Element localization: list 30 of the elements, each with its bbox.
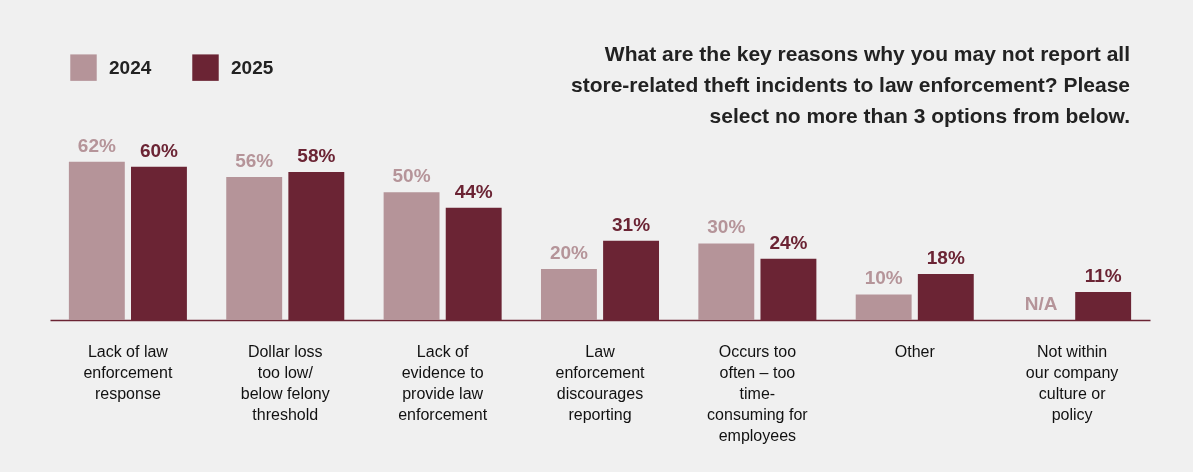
legend-label: 2024 xyxy=(109,56,152,78)
data-label: 30% xyxy=(707,216,746,238)
x-tick-label: Other xyxy=(894,343,936,360)
bar xyxy=(226,176,283,320)
bar xyxy=(855,294,912,320)
data-label: 20% xyxy=(549,241,589,263)
bar xyxy=(68,161,125,320)
x-tick-label: Occurs too often – too time-consuming for employees xyxy=(707,343,809,444)
data-label: 50% xyxy=(392,165,431,187)
chart-title: What are the key reasons why you may not report all store-related theft incidents to law enforcement? Please select no more than 3 options from below. xyxy=(571,42,1130,127)
legend-label: 2025 xyxy=(231,56,274,78)
text: N/A xyxy=(1024,293,1058,314)
data-label: 60% xyxy=(139,139,179,161)
data-label: 58% xyxy=(297,144,336,166)
bar xyxy=(383,192,440,320)
data-label: 62% xyxy=(77,134,116,156)
x-tick-label: Law enforcement discourages reporting xyxy=(555,343,646,423)
data-label: 44% xyxy=(454,180,493,202)
data-label: 24% xyxy=(769,231,808,253)
bar xyxy=(540,268,597,320)
data-label: 56% xyxy=(235,149,274,171)
x-tick-label: Not within our company culture or policy xyxy=(1025,343,1119,423)
data-label: 11% xyxy=(1084,264,1122,286)
x-tick-label: Lack of evidence to provide law enforcement xyxy=(398,343,488,423)
x-tick-label: Dollar loss too low/ below felony threshold xyxy=(240,343,330,423)
data-label: 31% xyxy=(612,213,651,235)
data-label: 10% xyxy=(864,267,903,289)
x-tick-label: Lack of law enforcement response xyxy=(83,343,173,402)
data-label: 18% xyxy=(926,247,965,269)
bar xyxy=(698,243,755,320)
